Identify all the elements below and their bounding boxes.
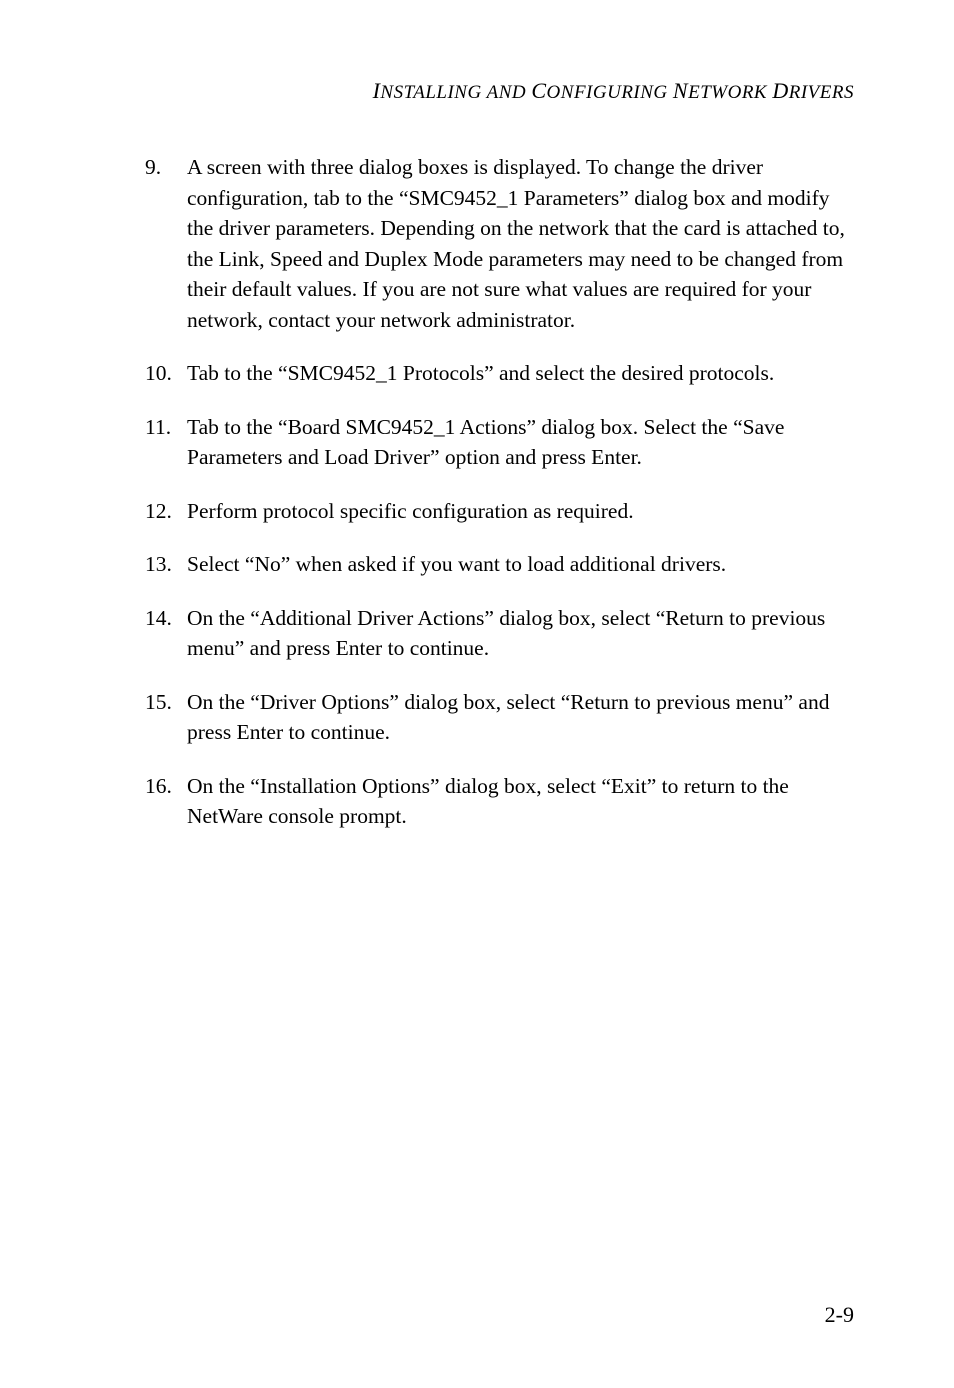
- header-cap: C: [531, 78, 546, 103]
- list-item: On the “Installation Options” dialog box…: [145, 771, 854, 832]
- list-item: Tab to the “Board SMC9452_1 Actions” dia…: [145, 412, 854, 473]
- page-container: INSTALLING AND CONFIGURING NETWORK DRIVE…: [0, 0, 954, 1388]
- header-cap: D: [772, 78, 788, 103]
- list-item: On the “Additional Driver Actions” dialo…: [145, 603, 854, 664]
- header-seg: ONFIGURING: [547, 82, 673, 103]
- list-item: Select “No” when asked if you want to lo…: [145, 549, 854, 580]
- instruction-list: A screen with three dialog boxes is disp…: [145, 152, 854, 832]
- list-item: A screen with three dialog boxes is disp…: [145, 152, 854, 335]
- header-cap: N: [673, 78, 688, 103]
- page-header: INSTALLING AND CONFIGURING NETWORK DRIVE…: [145, 78, 854, 104]
- list-item: On the “Driver Options” dialog box, sele…: [145, 687, 854, 748]
- list-item: Tab to the “SMC9452_1 Protocols” and sel…: [145, 358, 854, 389]
- header-seg: AND: [487, 82, 532, 103]
- header-seg: ETWORK: [688, 82, 772, 103]
- header-seg: RIVERS: [789, 82, 854, 103]
- header-seg: NSTALLING: [380, 82, 486, 103]
- page-number: 2-9: [825, 1302, 854, 1328]
- list-item: Perform protocol specific configuration …: [145, 496, 854, 527]
